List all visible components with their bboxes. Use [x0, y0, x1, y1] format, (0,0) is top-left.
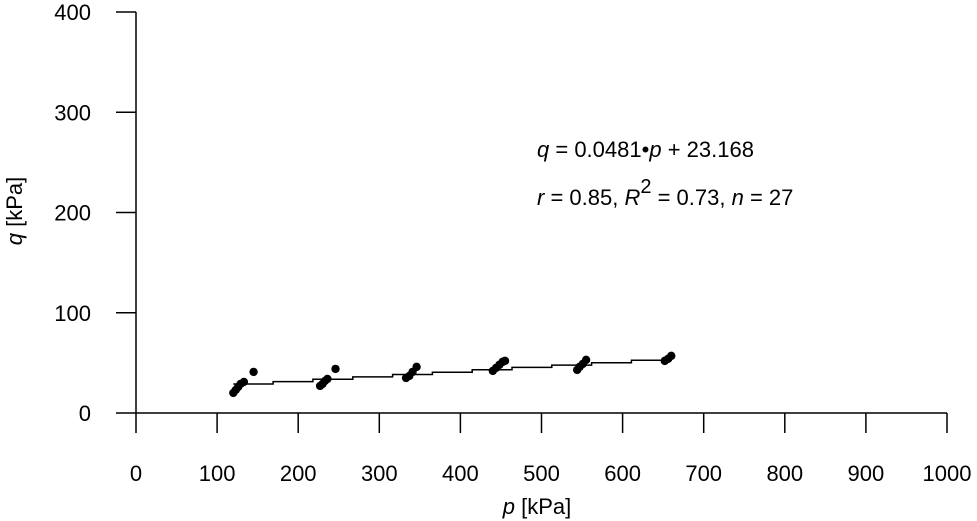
eq-q: q [537, 137, 550, 162]
trendline [233, 357, 673, 385]
x-axis-var: p [502, 494, 515, 519]
y-tick-label: 300 [54, 100, 91, 125]
x-axis-title: p [kPa] [502, 494, 572, 519]
y-axis-title: q [kPa] [2, 177, 27, 246]
data-points [229, 351, 676, 398]
trendline-group [233, 357, 673, 385]
x-tick-label: 200 [280, 461, 317, 486]
x-tick-label: 600 [604, 461, 641, 486]
data-point [331, 364, 340, 374]
x-tick-label: 500 [523, 461, 560, 486]
eq-p: p [648, 137, 661, 162]
x-tick-label: 0 [130, 461, 142, 486]
y-tick-label: 400 [54, 0, 91, 25]
y-tick-label: 100 [54, 301, 91, 326]
x-tick-label: 900 [848, 461, 885, 486]
x-axis-unit: [kPa] [515, 494, 571, 519]
x-tick-label: 1000 [923, 461, 972, 486]
stat-R: R [624, 185, 640, 210]
data-point [667, 351, 676, 361]
regression-equation: q = 0.0481•p + 23.168 [537, 137, 754, 162]
y-tick-label: 0 [79, 401, 91, 426]
data-point [500, 356, 510, 366]
y-ticks: 0 100 200 300 400 [54, 0, 136, 426]
stat-r: r [537, 185, 546, 210]
x-tick-label: 400 [442, 461, 479, 486]
stat-r2-value: = 0.73, [651, 185, 731, 210]
y-axis-var: q [2, 232, 27, 245]
stat-R-superscript: 2 [640, 176, 651, 198]
data-point [412, 362, 421, 372]
data-point [581, 355, 591, 365]
x-ticks: 0 100 200 300 400 500 600 700 800 900 1000 [130, 413, 972, 486]
data-point [323, 374, 332, 384]
regression-stats: r = 0.85, R2 = 0.73, n = 27 [537, 176, 793, 210]
y-axis-unit: [kPa] [2, 177, 27, 233]
x-tick-label: 700 [685, 461, 722, 486]
x-tick-label: 800 [766, 461, 803, 486]
eq-intercept: + 23.168 [662, 137, 754, 162]
eq-coef: = 0.0481• [549, 137, 649, 162]
x-tick-label: 300 [361, 461, 398, 486]
y-tick-label: 200 [54, 201, 91, 226]
data-point [239, 377, 249, 387]
stat-r-value: = 0.85, [544, 185, 624, 210]
axes [135, 12, 947, 414]
stat-n-value: = 27 [744, 185, 794, 210]
data-point [249, 367, 258, 377]
x-tick-label: 100 [199, 461, 236, 486]
stat-n: n [732, 185, 744, 210]
